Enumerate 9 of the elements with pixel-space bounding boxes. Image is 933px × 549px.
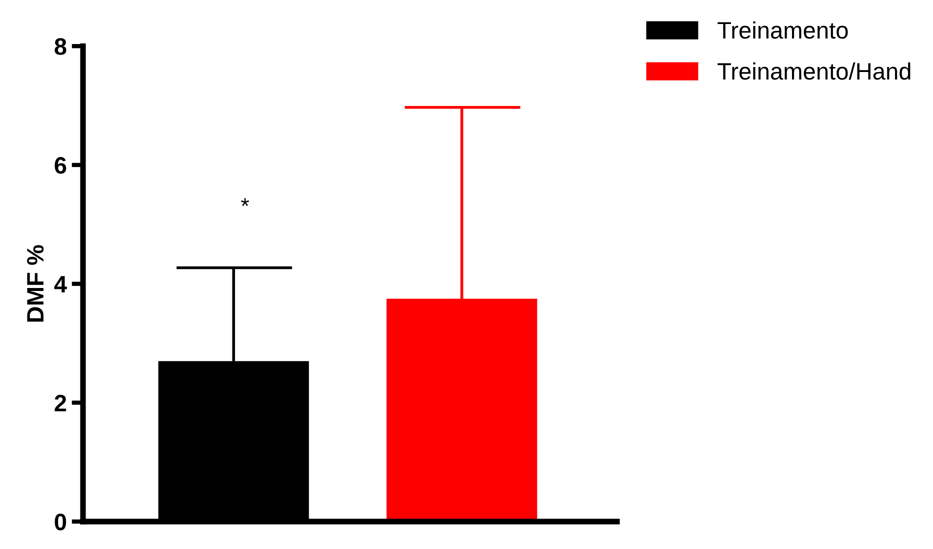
y-tick-label: 2 [54, 394, 66, 412]
annotation: * [241, 198, 250, 206]
y-tick-label: 0 [54, 514, 66, 530]
y-tick-label: 6 [54, 157, 66, 174]
y-tick-label: 4 [54, 276, 67, 292]
legend-label: Treinamento [718, 21, 848, 39]
y-axis-title: DMF % [27, 245, 44, 322]
y-tick-label: 8 [54, 38, 66, 55]
legend-label: Treinamento/Hand [718, 62, 910, 80]
